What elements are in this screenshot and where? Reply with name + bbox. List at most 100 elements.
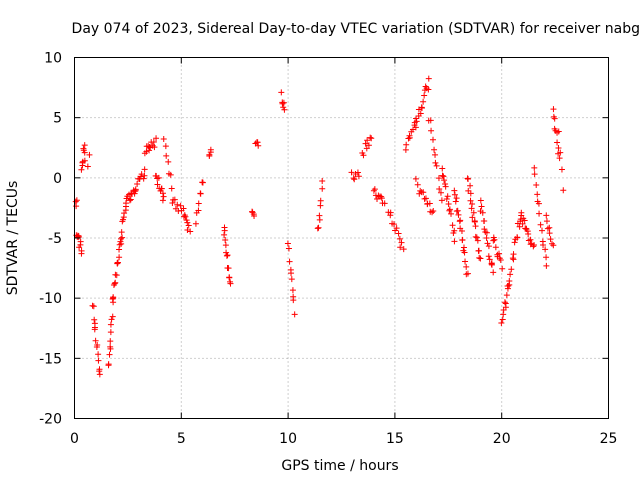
data-point xyxy=(519,220,526,227)
data-point xyxy=(96,371,103,378)
y-tick-label: -10 xyxy=(39,291,62,307)
data-point xyxy=(418,105,425,112)
chart-title: Day 074 of 2023, Sidereal Day-to-day VTE… xyxy=(72,21,640,37)
data-point xyxy=(223,252,230,259)
data-point xyxy=(437,189,444,196)
data-point xyxy=(469,214,476,221)
data-point xyxy=(400,246,407,253)
data-point xyxy=(286,258,293,265)
data-point xyxy=(159,197,166,204)
data-point xyxy=(81,142,88,149)
data-point xyxy=(371,186,378,193)
data-point xyxy=(486,256,493,263)
data-point xyxy=(432,151,439,158)
data-point xyxy=(485,253,492,260)
data-point xyxy=(457,217,464,224)
data-point xyxy=(453,195,460,202)
data-point xyxy=(505,282,512,289)
data-point xyxy=(417,110,424,117)
data-point xyxy=(438,197,445,204)
data-point xyxy=(481,218,488,225)
data-point xyxy=(279,100,286,107)
data-point xyxy=(478,203,485,210)
data-point xyxy=(554,139,561,146)
data-point xyxy=(127,196,134,203)
data-point xyxy=(442,183,449,190)
data-point xyxy=(451,227,458,234)
data-point xyxy=(114,259,121,266)
data-point xyxy=(291,311,298,318)
data-point xyxy=(226,274,233,281)
data-point xyxy=(422,195,429,202)
data-point xyxy=(288,276,295,283)
data-point xyxy=(222,242,229,249)
data-point xyxy=(141,166,148,173)
data-point xyxy=(280,99,287,106)
data-point xyxy=(150,139,157,146)
data-point xyxy=(499,316,506,323)
y-tick-labels: -20 -15 -10 -5 0 5 10 xyxy=(39,51,62,428)
data-point xyxy=(492,244,499,251)
data-point xyxy=(543,262,550,269)
data-point xyxy=(439,165,446,172)
data-point xyxy=(120,216,127,223)
data-point xyxy=(444,193,451,200)
data-point xyxy=(463,263,470,270)
data-point xyxy=(430,136,437,143)
data-point xyxy=(560,187,567,194)
data-point xyxy=(455,211,462,218)
data-point xyxy=(534,191,541,198)
data-point xyxy=(95,351,102,358)
data-point xyxy=(502,300,509,307)
data-point xyxy=(460,244,467,251)
data-point xyxy=(227,280,234,287)
data-point xyxy=(459,236,466,243)
data-point xyxy=(556,155,563,162)
data-point xyxy=(224,252,231,259)
data-point xyxy=(381,200,388,207)
data-point xyxy=(403,141,410,148)
data-point xyxy=(119,234,126,241)
data-point xyxy=(451,187,458,194)
axis-ticks xyxy=(74,57,609,419)
data-point xyxy=(449,222,456,229)
data-point xyxy=(439,172,446,179)
data-point xyxy=(81,157,88,164)
data-point xyxy=(548,240,555,247)
data-point xyxy=(445,200,452,207)
data-point xyxy=(225,265,232,272)
data-point xyxy=(546,230,553,237)
data-point xyxy=(174,201,181,208)
data-point xyxy=(118,235,125,242)
data-point xyxy=(362,140,369,147)
data-point xyxy=(511,239,518,246)
data-point xyxy=(462,258,469,265)
y-axis-label: SDTVAR / TECUs xyxy=(5,181,21,296)
data-point xyxy=(402,146,409,153)
data-point xyxy=(461,249,468,256)
data-point xyxy=(503,292,510,299)
data-point xyxy=(555,145,562,152)
data-point xyxy=(221,231,228,238)
data-point xyxy=(479,209,486,216)
data-point xyxy=(405,135,412,142)
data-point xyxy=(317,197,324,204)
x-tick-label: 25 xyxy=(600,431,618,447)
data-point xyxy=(491,236,498,243)
data-point xyxy=(547,236,554,243)
data-point xyxy=(162,143,169,150)
data-point xyxy=(452,198,459,205)
data-point xyxy=(351,176,358,183)
data-point xyxy=(86,151,93,158)
data-point xyxy=(465,187,472,194)
data-point xyxy=(199,179,206,186)
x-tick-labels: 0 5 10 15 20 25 xyxy=(70,431,617,447)
data-point xyxy=(378,195,385,202)
data-point xyxy=(397,244,404,251)
data-point xyxy=(387,209,394,216)
data-point xyxy=(192,220,199,227)
data-point xyxy=(458,228,465,235)
data-point xyxy=(530,243,537,250)
data-point xyxy=(195,207,202,214)
data-point xyxy=(348,169,355,176)
